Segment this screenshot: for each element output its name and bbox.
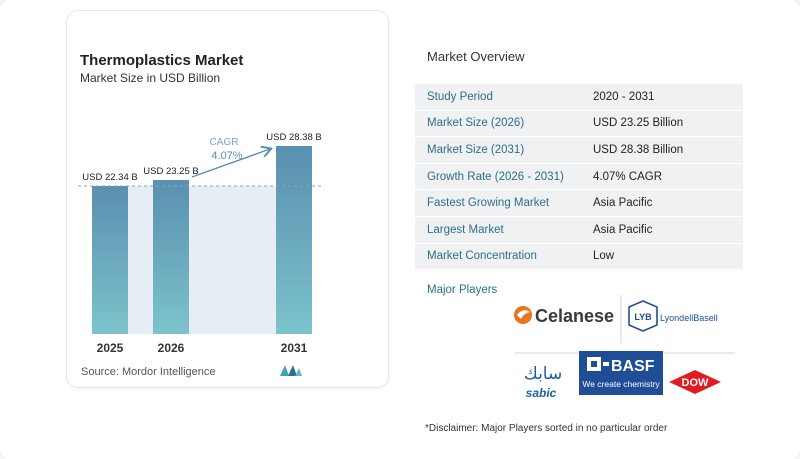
lyondellbasell-logo: LYB LyondellBasell (628, 300, 718, 332)
overview-row: Study Period 2020 - 2031 (415, 84, 743, 111)
sabic-logo: سابك sabic (524, 364, 562, 400)
row-value: 2020 - 2031 (593, 90, 655, 103)
bar-2031 (276, 146, 312, 334)
major-players-title: Major Players (427, 284, 498, 296)
bar-2025 (92, 186, 128, 334)
value-label-2026: USD 23.25 B (143, 166, 198, 177)
dow-logo: DOW (669, 370, 721, 394)
row-value: Asia Pacific (593, 197, 653, 210)
source-text: Source: Mordor Intelligence (81, 366, 216, 378)
overview-title: Market Overview (427, 49, 525, 64)
sabic-text: sabic (526, 386, 557, 400)
row-key: Market Size (2026) (427, 117, 525, 130)
basf-logo: BASF We create chemistry (579, 351, 663, 395)
cagr-value: 4.07% (211, 150, 242, 162)
tick-label-2031: 2031 (281, 341, 308, 355)
overview-row: Largest Market Asia Pacific (415, 216, 743, 244)
mordor-logo-icon (280, 365, 302, 376)
row-key: Market Size (2031) (427, 143, 525, 156)
tick-label-2025: 2025 (97, 341, 124, 355)
row-value: Asia Pacific (593, 223, 653, 236)
major-players-logos: Celanese LYB LyondellBasell سابك sabic B… (514, 295, 735, 400)
overview-row: Market Size (2031) USD 28.38 Billion (415, 137, 743, 164)
row-value: USD 28.38 Billion (593, 143, 684, 156)
dow-text: DOW (682, 377, 710, 389)
chart-title: Thermoplastics Market (80, 52, 244, 69)
basf-tagline: We create chemistry (582, 379, 660, 389)
sabic-arabic-text: سابك (524, 364, 562, 384)
bar-2026 (153, 179, 189, 334)
value-label-2031: USD 28.38 B (266, 132, 321, 143)
cagr-label: CAGR (210, 137, 239, 148)
row-value: 4.07% CAGR (593, 170, 663, 183)
celanese-logo: Celanese (514, 306, 614, 326)
row-key: Fastest Growing Market (427, 197, 550, 210)
lyb-mark: LYB (634, 312, 652, 322)
overview-row: Growth Rate (2026 - 2031) 4.07% CAGR (415, 163, 743, 191)
row-key: Study Period (427, 90, 493, 103)
row-value: Low (593, 250, 615, 263)
basf-text: BASF (611, 358, 655, 375)
chart-subtitle: Market Size in USD Billion (80, 71, 221, 85)
overview-row: Market Concentration Low (415, 243, 743, 271)
overview-row: Market Size (2026) USD 23.25 Billion (415, 110, 743, 138)
row-key: Largest Market (427, 223, 504, 236)
value-label-2025: USD 22.34 B (82, 172, 137, 183)
overview-row: Fastest Growing Market Asia Pacific (415, 190, 743, 217)
celanese-text: Celanese (535, 306, 614, 326)
row-value: USD 23.25 Billion (593, 117, 684, 130)
overview-table: Study Period 2020 - 2031 Market Size (20… (415, 84, 743, 271)
chart-band (128, 186, 276, 334)
cagr-arrow (191, 149, 270, 178)
row-key: Market Concentration (427, 250, 537, 263)
tick-label-2026: 2026 (158, 341, 185, 355)
disclaimer: *Disclaimer: Major Players sorted in no … (425, 423, 668, 434)
lyondellbasell-text: LyondellBasell (660, 313, 718, 323)
row-key: Growth Rate (2026 - 2031) (427, 170, 564, 183)
bar-chart: USD 22.34 B 2025 USD 23.25 B 2026 USD 28.38 … (78, 132, 324, 355)
